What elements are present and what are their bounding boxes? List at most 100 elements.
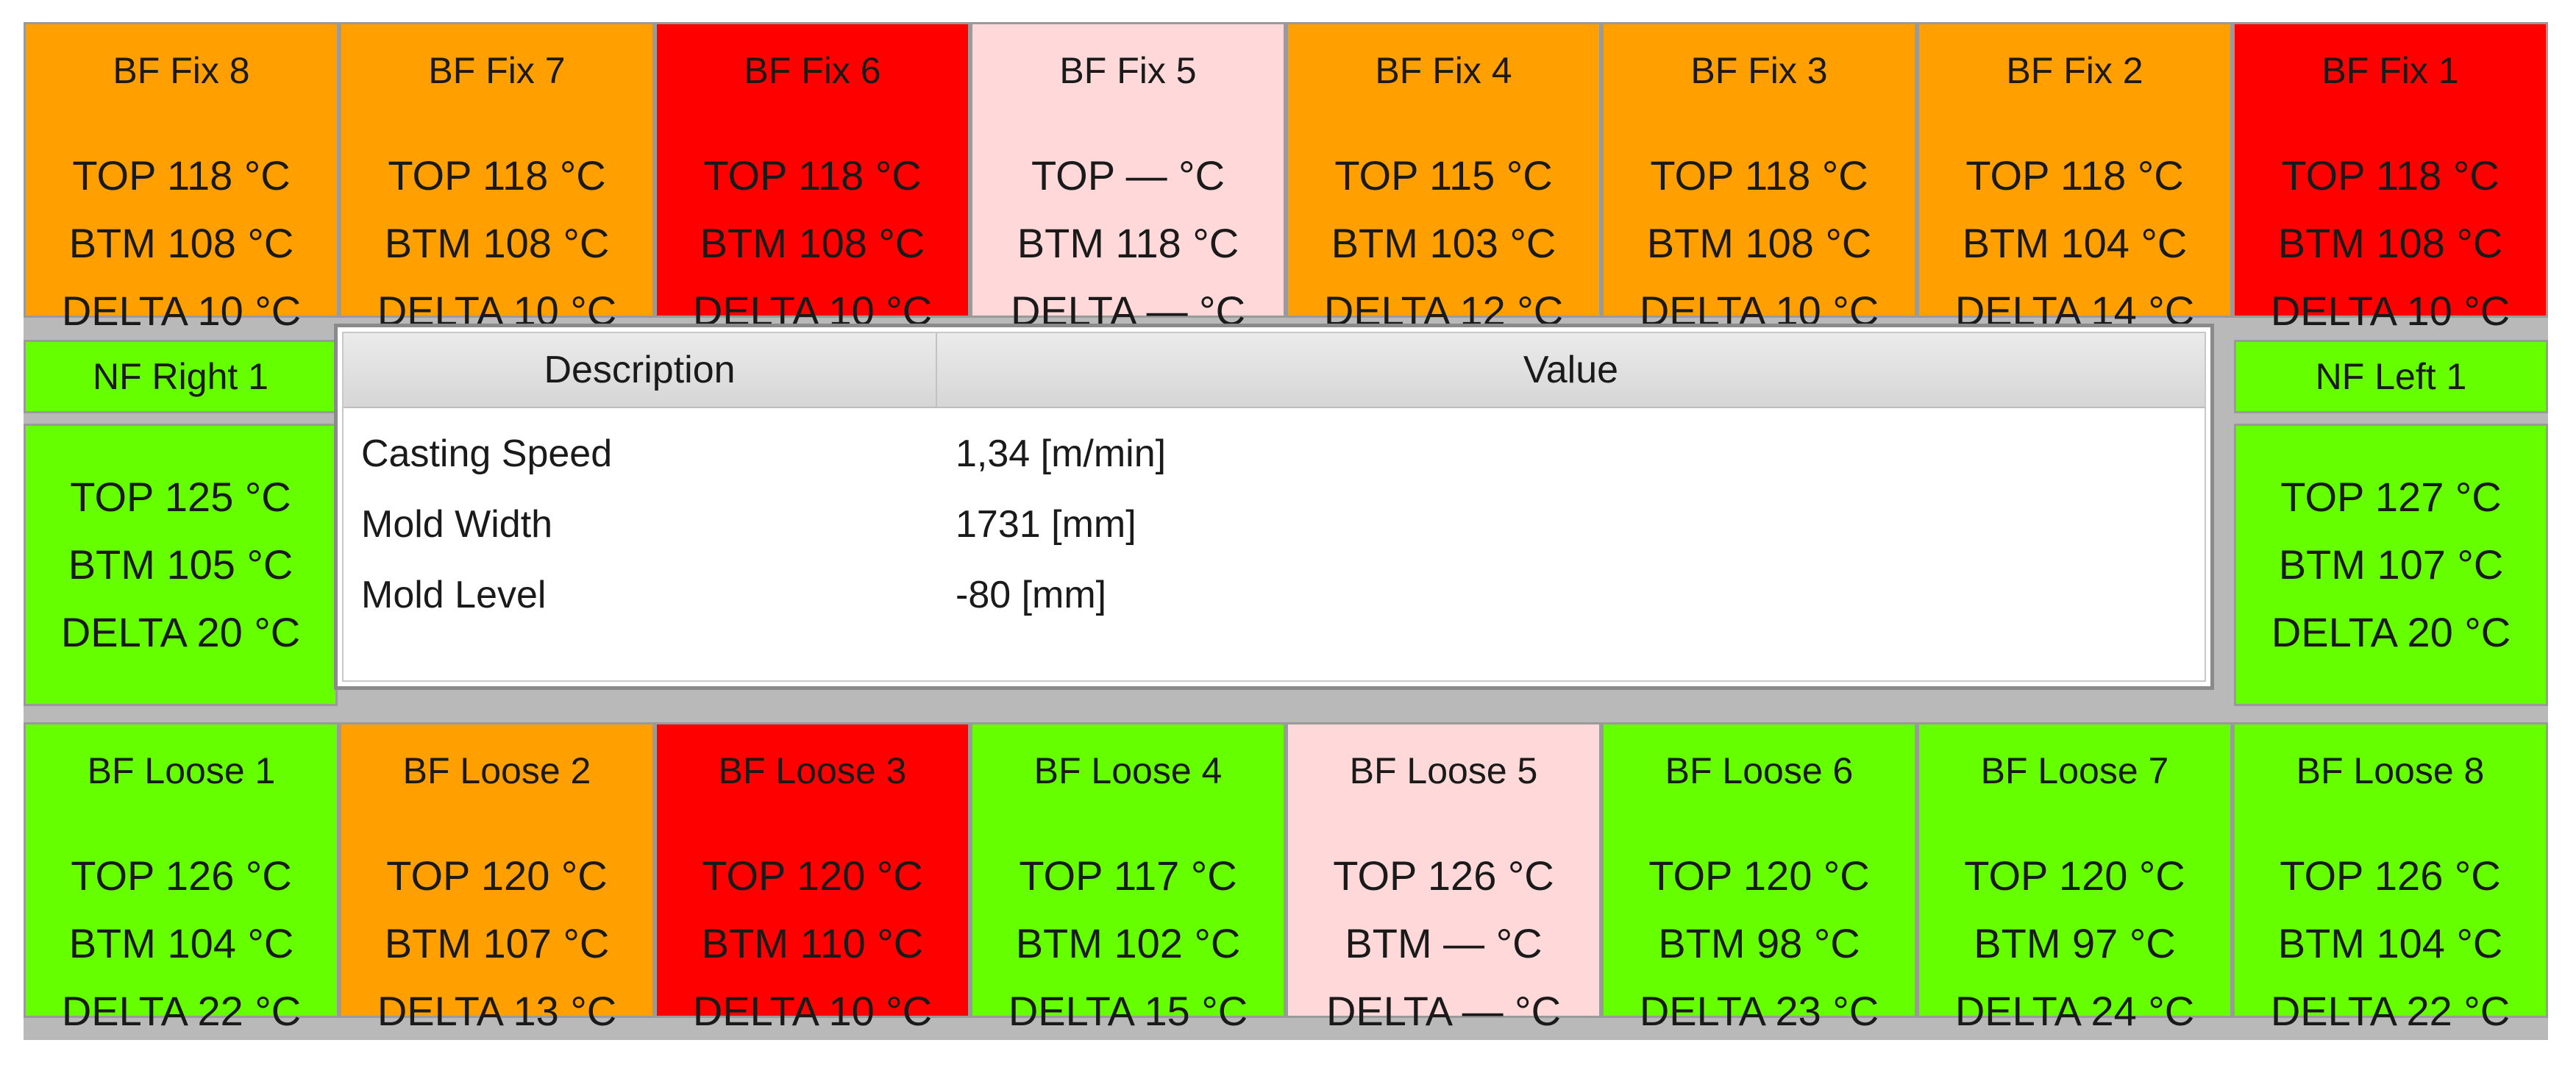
bf-loose-6-btm: BTM 98 °C bbox=[1658, 920, 1860, 966]
bf-fix-4-tile[interactable]: BF Fix 4 TOP 115 °C BTM 103 °C DELTA 12 °C bbox=[1286, 22, 1601, 334]
bf-fix-5-readings: TOP — °C BTM 118 °C DELTA — °C bbox=[1011, 142, 1245, 345]
bf-loose-4-btm: BTM 102 °C bbox=[1015, 920, 1241, 966]
nf-right-1-header[interactable]: NF Right 1 bbox=[24, 340, 338, 413]
bf-loose-6-top: TOP 120 °C bbox=[1648, 852, 1870, 899]
bf-fix-2-readings: TOP 118 °C BTM 104 °C DELTA 14 °C bbox=[1955, 142, 2194, 345]
row-description: Mold Level bbox=[361, 574, 547, 616]
bf-fix-7-tile[interactable]: BF Fix 7 TOP 118 °C BTM 108 °C DELTA 10 °C bbox=[339, 22, 655, 334]
bf-loose-7-btm: BTM 97 °C bbox=[1974, 920, 2176, 966]
nf-right-1-tile[interactable]: TOP 125 °C BTM 105 °C DELTA 20 °C bbox=[24, 424, 338, 706]
bf-fix-4-top: TOP 115 °C bbox=[1334, 152, 1553, 199]
bf-fix-5-top: TOP — °C bbox=[1031, 152, 1225, 199]
bf-fix-5-tile[interactable]: BF Fix 5 TOP — °C BTM 118 °C DELTA — °C bbox=[970, 22, 1286, 334]
bf-fix-1-name: BF Fix 1 bbox=[2321, 50, 2459, 91]
table-row[interactable]: Mold Width 1731 [mm] bbox=[344, 489, 2205, 560]
nf-right-1-btm: BTM 105 °C bbox=[68, 541, 293, 588]
row-value: 1,34 [m/min] bbox=[956, 432, 1167, 475]
nf-left-1-btm: BTM 107 °C bbox=[2278, 541, 2504, 588]
bf-loose-2-delta: DELTA 13 °C bbox=[377, 988, 617, 1034]
bf-loose-8-btm: BTM 104 °C bbox=[2277, 920, 2503, 966]
bf-fix-8-btm: BTM 108 °C bbox=[68, 220, 294, 266]
bf-fix-1-top: TOP 118 °C bbox=[2281, 152, 2499, 199]
column-header-description-label: Description bbox=[544, 349, 736, 391]
bf-loose-7-top: TOP 120 °C bbox=[1964, 852, 2185, 899]
info-table-header: Description Value bbox=[344, 333, 2205, 408]
nf-left-1-delta: DELTA 20 °C bbox=[2271, 609, 2511, 655]
bf-loose-4-tile[interactable]: BF Loose 4 TOP 117 °C BTM 102 °C DELTA 15 °… bbox=[970, 722, 1286, 1034]
nf-left-1-top: TOP 127 °C bbox=[2280, 474, 2502, 520]
bf-loose-4-delta: DELTA 15 °C bbox=[1008, 988, 1248, 1034]
bf-fix-3-btm: BTM 108 °C bbox=[1646, 220, 1872, 266]
bf-loose-8-readings: TOP 126 °C BTM 104 °C DELTA 22 °C bbox=[2271, 842, 2510, 1045]
bf-fix-6-top: TOP 118 °C bbox=[703, 152, 922, 199]
process-info-table: Description Value Casting Speed 1,34 [m/… bbox=[334, 324, 2214, 690]
bf-fix-7-name: BF Fix 7 bbox=[428, 50, 566, 91]
row-value: 1731 [mm] bbox=[956, 503, 1136, 546]
bf-loose-7-tile[interactable]: BF Loose 7 TOP 120 °C BTM 97 °C DELTA 24 °C bbox=[1917, 722, 2232, 1034]
bf-fix-3-top: TOP 118 °C bbox=[1650, 152, 1868, 199]
bf-fix-8-delta: DELTA 10 °C bbox=[61, 288, 302, 334]
bf-loose-6-readings: TOP 120 °C BTM 98 °C DELTA 23 °C bbox=[1640, 842, 1879, 1045]
bf-loose-2-readings: TOP 120 °C BTM 107 °C DELTA 13 °C bbox=[377, 842, 616, 1045]
bf-loose-5-tile[interactable]: BF Loose 5 TOP 126 °C BTM — °C DELTA — °C bbox=[1286, 722, 1601, 1034]
column-header-description[interactable]: Description bbox=[344, 333, 937, 407]
bf-fix-2-tile[interactable]: BF Fix 2 TOP 118 °C BTM 104 °C DELTA 14 °C bbox=[1917, 22, 2232, 334]
bf-fix-1-delta: DELTA 10 °C bbox=[2270, 288, 2511, 334]
bf-loose-5-btm: BTM — °C bbox=[1345, 920, 1543, 966]
bf-loose-3-top: TOP 120 °C bbox=[702, 852, 923, 899]
table-row[interactable]: Mold Level -80 [mm] bbox=[344, 560, 2205, 630]
bf-loose-2-name: BF Loose 2 bbox=[402, 750, 591, 791]
nf-left-1-name: NF Left 1 bbox=[2315, 356, 2467, 397]
bf-loose-6-delta: DELTA 23 °C bbox=[1639, 988, 1879, 1034]
nf-right-1-delta: DELTA 20 °C bbox=[60, 609, 301, 655]
table-row[interactable]: Casting Speed 1,34 [m/min] bbox=[344, 418, 2205, 489]
mold-temperature-panel: BF Fix 8 TOP 118 °C BTM 108 °C DELTA 10 °C B… bbox=[24, 22, 2548, 1040]
bf-fix-8-readings: TOP 118 °C BTM 108 °C DELTA 10 °C bbox=[62, 142, 301, 345]
bf-loose-1-readings: TOP 126 °C BTM 104 °C DELTA 22 °C bbox=[62, 842, 301, 1045]
bf-loose-1-delta: DELTA 22 °C bbox=[61, 988, 302, 1034]
row-value: -80 [mm] bbox=[956, 574, 1107, 616]
bf-loose-5-name: BF Loose 5 bbox=[1349, 750, 1538, 791]
bf-fix-2-name: BF Fix 2 bbox=[2006, 50, 2143, 91]
bf-loose-1-btm: BTM 104 °C bbox=[68, 920, 294, 966]
bf-loose-8-name: BF Loose 8 bbox=[2296, 750, 2485, 791]
bf-loose-5-readings: TOP 126 °C BTM — °C DELTA — °C bbox=[1326, 842, 1561, 1045]
row-description: Mold Width bbox=[361, 503, 553, 546]
bf-loose-4-top: TOP 117 °C bbox=[1019, 852, 1237, 899]
bf-fix-8-name: BF Fix 8 bbox=[113, 50, 250, 91]
bf-loose-3-readings: TOP 120 °C BTM 110 °C DELTA 10 °C bbox=[693, 842, 932, 1045]
bf-fix-5-name: BF Fix 5 bbox=[1059, 50, 1197, 91]
bf-fix-5-btm: BTM 118 °C bbox=[1017, 220, 1239, 266]
bf-fix-1-btm: BTM 108 °C bbox=[2277, 220, 2503, 266]
bf-fix-1-readings: TOP 118 °C BTM 108 °C DELTA 10 °C bbox=[2271, 142, 2510, 345]
bf-loose-7-name: BF Loose 7 bbox=[1980, 750, 2169, 791]
bf-loose-3-name: BF Loose 3 bbox=[718, 750, 907, 791]
bf-loose-1-top: TOP 126 °C bbox=[71, 852, 292, 899]
nf-left-1-header[interactable]: NF Left 1 bbox=[2234, 340, 2548, 413]
bf-loose-3-delta: DELTA 10 °C bbox=[692, 988, 933, 1034]
bf-loose-1-tile[interactable]: BF Loose 1 TOP 126 °C BTM 104 °C DELTA 22 °… bbox=[24, 722, 339, 1034]
nf-left-1-tile[interactable]: TOP 127 °C BTM 107 °C DELTA 20 °C bbox=[2234, 424, 2548, 706]
bf-fix-3-readings: TOP 118 °C BTM 108 °C DELTA 10 °C bbox=[1640, 142, 1879, 345]
column-header-value-label: Value bbox=[1523, 349, 1619, 391]
bf-loose-2-btm: BTM 107 °C bbox=[384, 920, 610, 966]
bf-fix-8-tile[interactable]: BF Fix 8 TOP 118 °C BTM 108 °C DELTA 10 °C bbox=[24, 22, 339, 334]
bf-loose-3-tile[interactable]: BF Loose 3 TOP 120 °C BTM 110 °C DELTA 10 °… bbox=[655, 722, 970, 1034]
bf-fix-4-name: BF Fix 4 bbox=[1375, 50, 1512, 91]
bf-loose-2-top: TOP 120 °C bbox=[386, 852, 608, 899]
bf-fix-6-tile[interactable]: BF Fix 6 TOP 118 °C BTM 108 °C DELTA 10 °C bbox=[655, 22, 970, 334]
column-header-value[interactable]: Value bbox=[937, 333, 2205, 407]
bf-loose-8-tile[interactable]: BF Loose 8 TOP 126 °C BTM 104 °C DELTA 22 °… bbox=[2232, 722, 2548, 1034]
bf-fix-6-btm: BTM 108 °C bbox=[700, 220, 925, 266]
bf-fix-4-btm: BTM 103 °C bbox=[1331, 220, 1556, 266]
bf-loose-3-btm: BTM 110 °C bbox=[701, 920, 924, 966]
bf-fix-6-readings: TOP 118 °C BTM 108 °C DELTA 10 °C bbox=[693, 142, 932, 345]
bf-fix-7-btm: BTM 108 °C bbox=[384, 220, 610, 266]
bf-fix-3-tile[interactable]: BF Fix 3 TOP 118 °C BTM 108 °C DELTA 10 °C bbox=[1601, 22, 1917, 334]
bf-fix-3-name: BF Fix 3 bbox=[1690, 50, 1828, 91]
bf-loose-7-readings: TOP 120 °C BTM 97 °C DELTA 24 °C bbox=[1955, 842, 2194, 1045]
bf-fix-1-tile[interactable]: BF Fix 1 TOP 118 °C BTM 108 °C DELTA 10 °C bbox=[2232, 22, 2548, 334]
bf-loose-2-tile[interactable]: BF Loose 2 TOP 120 °C BTM 107 °C DELTA 13 °… bbox=[339, 722, 655, 1034]
bf-loose-7-delta: DELTA 24 °C bbox=[1954, 988, 2195, 1034]
bf-loose-6-tile[interactable]: BF Loose 6 TOP 120 °C BTM 98 °C DELTA 23 °C bbox=[1601, 722, 1917, 1034]
